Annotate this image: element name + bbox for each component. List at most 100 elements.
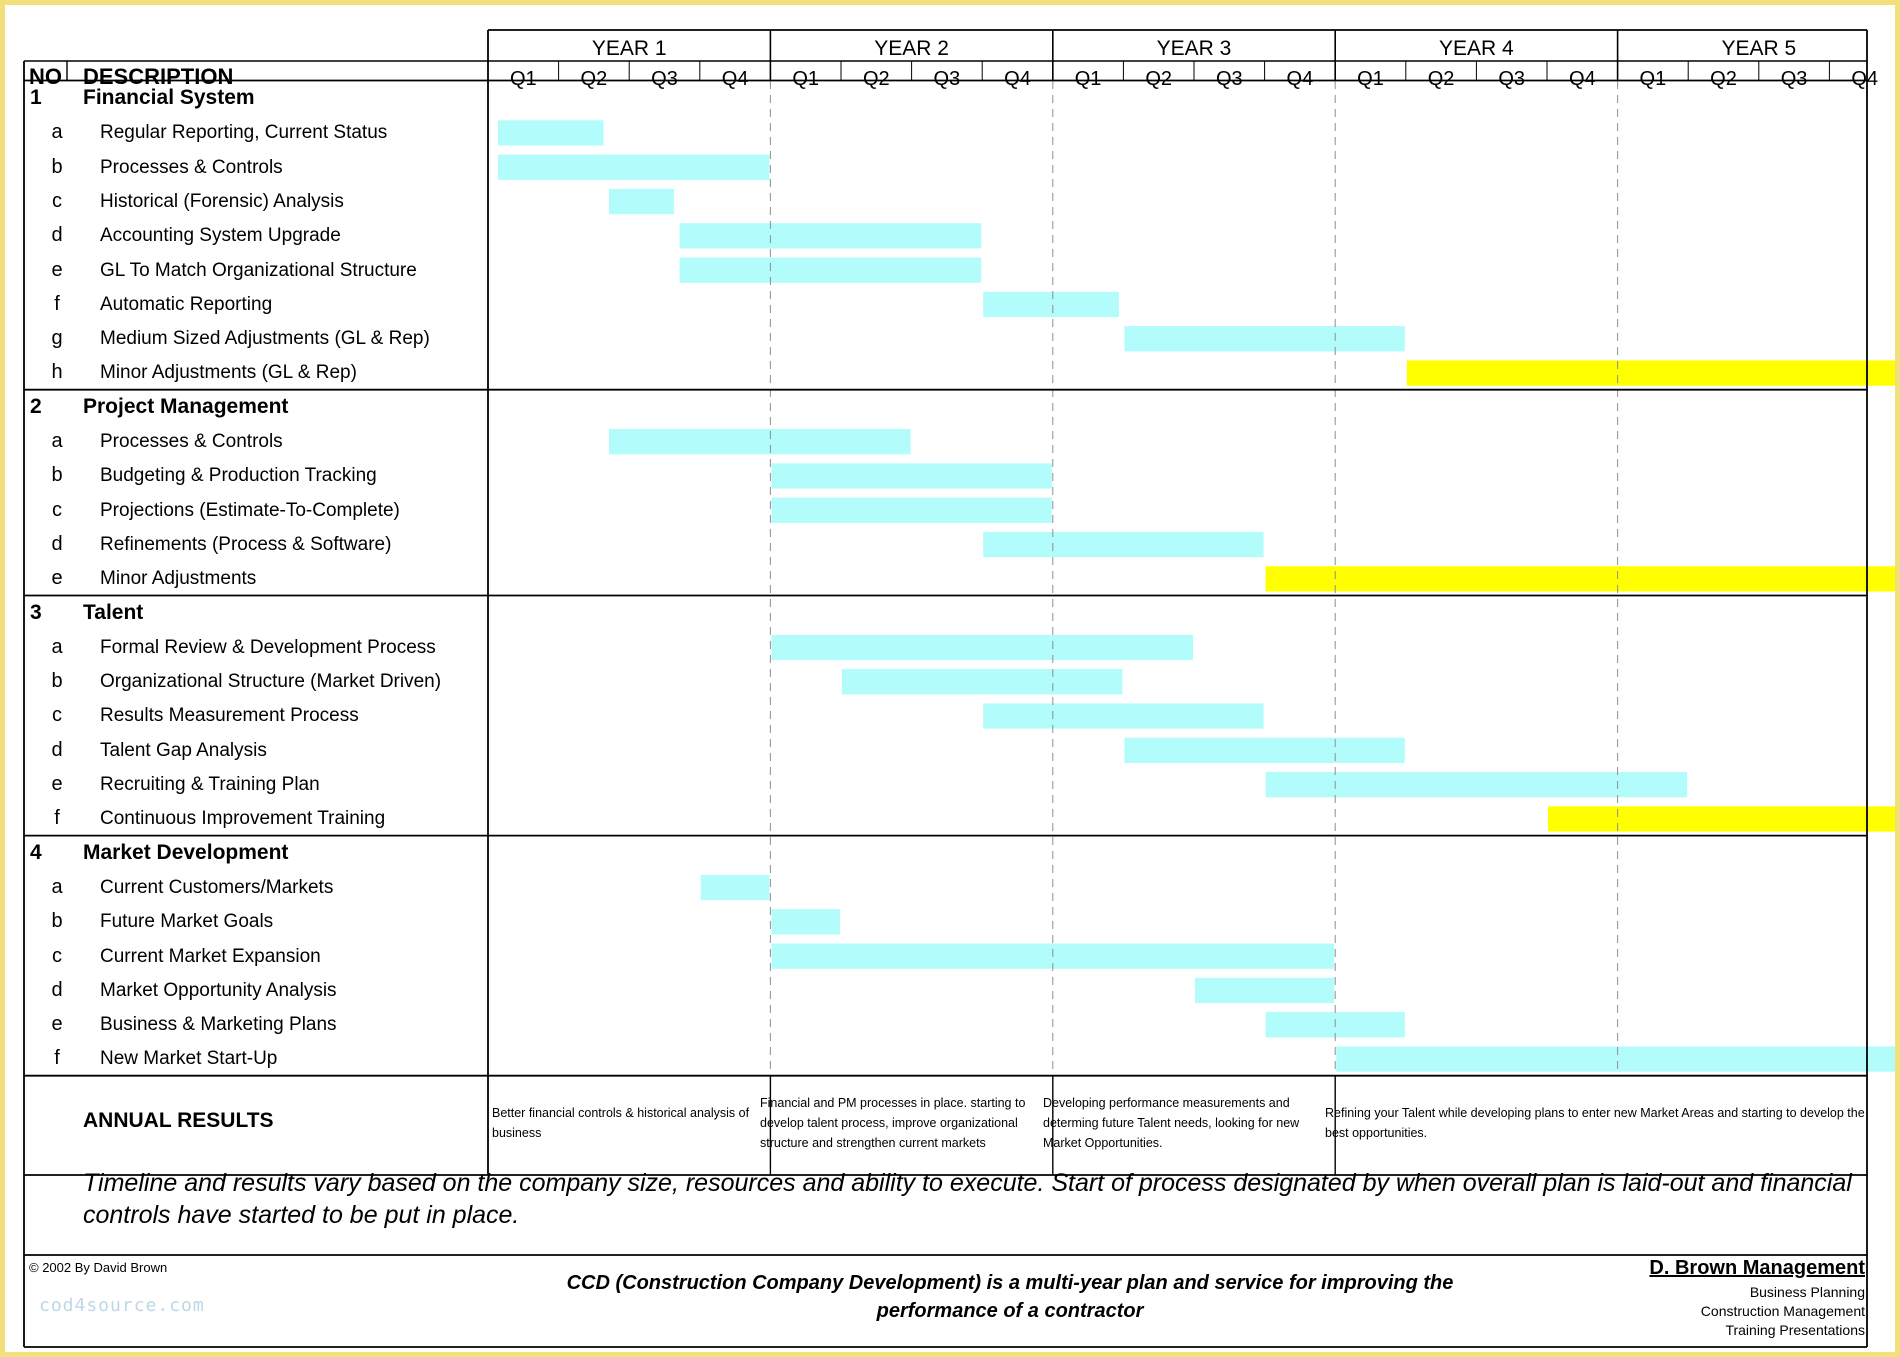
task-letter-2c: c	[52, 498, 62, 521]
task-letter-3a: a	[51, 635, 63, 658]
section-title-4: Market Development	[83, 840, 289, 864]
section-title-3: Talent	[83, 600, 144, 624]
gantt-bar-2b	[771, 463, 1052, 489]
year-label-4: YEAR 4	[1439, 37, 1514, 60]
quarter-label-y1-q2: Q2	[580, 68, 608, 90]
watermark-text: cod4source.com	[39, 1295, 205, 1316]
task-letter-1f: f	[54, 292, 60, 315]
gantt-bar-3f	[1548, 806, 1895, 832]
gantt-bar-3c	[983, 703, 1264, 729]
task-letter-3f: f	[54, 807, 60, 830]
year-label-1: YEAR 1	[591, 37, 667, 60]
timeline-note: Timeline and results vary based on the c…	[83, 1169, 1852, 1229]
gantt-bar-1b	[498, 154, 770, 180]
gantt-bar-1a	[498, 120, 604, 146]
task-description-3b: Organizational Structure (Market Driven)	[100, 671, 442, 693]
task-description-3d: Talent Gap Analysis	[100, 739, 267, 761]
gantt-bar-1f	[983, 291, 1119, 318]
year-label-3: YEAR 3	[1156, 37, 1232, 60]
task-description-1g: Medium Sized Adjustments (GL & Rep)	[100, 328, 430, 350]
task-letter-3b: b	[51, 670, 63, 693]
task-letter-1e: e	[51, 258, 63, 281]
task-description-4d: Market Opportunity Analysis	[100, 979, 337, 1001]
quarter-label-y5-q2: Q2	[1710, 68, 1737, 90]
task-description-1e: GL To Match Organizational Structure	[100, 259, 417, 281]
task-description-3f: Continuous Improvement Training	[100, 808, 386, 830]
quarter-label-y3-q4: Q4	[1286, 68, 1314, 90]
tagline: CCD (Construction Company Development) i…	[566, 1272, 1454, 1322]
quarter-label-y1-q1: Q1	[509, 68, 537, 90]
quarter-label-y5-q4: Q4	[1851, 68, 1879, 90]
annual-result-year-2: Financial and PM processes in place. sta…	[760, 1096, 1026, 1150]
task-letter-3c: c	[52, 704, 62, 727]
copyright-text: © 2002 By David Brown	[29, 1260, 168, 1275]
task-letter-1c: c	[52, 189, 62, 212]
gantt-grid	[23, 29, 1895, 1348]
task-letter-4a: a	[51, 875, 63, 898]
task-description-2d: Refinements (Process & Software)	[100, 533, 392, 555]
quarter-label-y3-q2: Q2	[1145, 68, 1173, 90]
task-letter-3e: e	[51, 773, 63, 795]
brand-name: D. Brown Management	[1649, 1257, 1865, 1279]
task-description-4f: New Market Start-Up	[100, 1048, 278, 1070]
gantt-bar-1c	[609, 188, 675, 215]
quarter-label-y2-q1: Q1	[792, 68, 820, 90]
task-description-1c: Historical (Forensic) Analysis	[100, 190, 344, 212]
gantt-bar-3a	[771, 634, 1193, 661]
quarter-label-y4-q4: Q4	[1568, 68, 1596, 90]
quarter-label-y1-q3: Q3	[651, 68, 678, 90]
gantt-bar-1g	[1124, 326, 1405, 352]
section-number-1: 1	[30, 86, 42, 109]
task-letter-4e: e	[51, 1013, 63, 1036]
gantt-bar-2c	[771, 497, 1052, 523]
task-description-1h: Minor Adjustments (GL & Rep)	[100, 362, 357, 384]
task-description-2b: Budgeting & Production Tracking	[100, 465, 377, 487]
task-description-3c: Results Measurement Process	[100, 705, 359, 727]
annual-result-year-3: Developing performance measurements and …	[1043, 1096, 1300, 1150]
year-label-5: YEAR 5	[1721, 37, 1797, 60]
task-letter-2a: a	[51, 430, 63, 452]
quarter-label-y1-q4: Q4	[721, 68, 749, 90]
service-training-presentations: Training Presentations	[1725, 1322, 1865, 1338]
task-letter-1d: d	[51, 224, 63, 247]
task-description-1f: Automatic Reporting	[100, 293, 273, 315]
task-description-1a: Regular Reporting, Current Status	[100, 122, 388, 144]
section-title-1: Financial System	[83, 86, 255, 109]
annual-results-label: ANNUAL RESULTS	[83, 1109, 274, 1132]
gantt-bar-1h	[1406, 360, 1895, 386]
task-letter-2d: d	[51, 532, 63, 555]
task-description-2a: Processes & Controls	[100, 431, 283, 452]
quarter-label-y2-q4: Q4	[1004, 68, 1031, 90]
task-letter-1b: b	[51, 155, 63, 178]
quarter-label-y4-q2: Q2	[1427, 68, 1455, 90]
section-number-3: 3	[30, 600, 42, 624]
gantt-bar-2a	[609, 429, 911, 455]
no-column-header: NO	[29, 64, 62, 89]
service-business-planning: Business Planning	[1749, 1284, 1865, 1300]
task-letter-2e: e	[51, 567, 63, 590]
task-description-1b: Processes & Controls	[100, 156, 283, 178]
task-description-4b: Future Market Goals	[100, 911, 274, 933]
section-number-4: 4	[30, 840, 42, 864]
task-letter-1g: g	[51, 327, 63, 350]
gantt-bar-4a	[700, 874, 770, 901]
gantt-bar-4d	[1195, 977, 1335, 1004]
task-letter-2b: b	[51, 464, 63, 487]
task-letter-4f: f	[54, 1047, 60, 1070]
gantt-bar-2e	[1265, 566, 1895, 592]
gantt-bar-1d	[679, 223, 982, 249]
task-letter-3d: d	[51, 738, 63, 761]
task-letter-4b: b	[51, 910, 63, 933]
task-description-2c: Projections (Estimate-To-Complete)	[100, 499, 400, 521]
year-label-2: YEAR 2	[874, 37, 949, 60]
task-letter-1a: a	[51, 121, 63, 144]
quarter-label-y2-q3: Q3	[933, 68, 961, 90]
gantt-bar-2d	[983, 531, 1264, 558]
quarter-label-y4-q1: Q1	[1357, 68, 1384, 90]
gantt-bar-3b	[842, 669, 1123, 695]
quarter-label-y4-q3: Q3	[1498, 68, 1526, 90]
quarter-label-y5-q1: Q1	[1639, 68, 1667, 90]
task-description-4c: Current Market Expansion	[100, 945, 321, 967]
annual-result-year-4-5: Refining your Talent while developing pl…	[1325, 1106, 1865, 1140]
service-construction-management: Construction Management	[1700, 1303, 1865, 1319]
